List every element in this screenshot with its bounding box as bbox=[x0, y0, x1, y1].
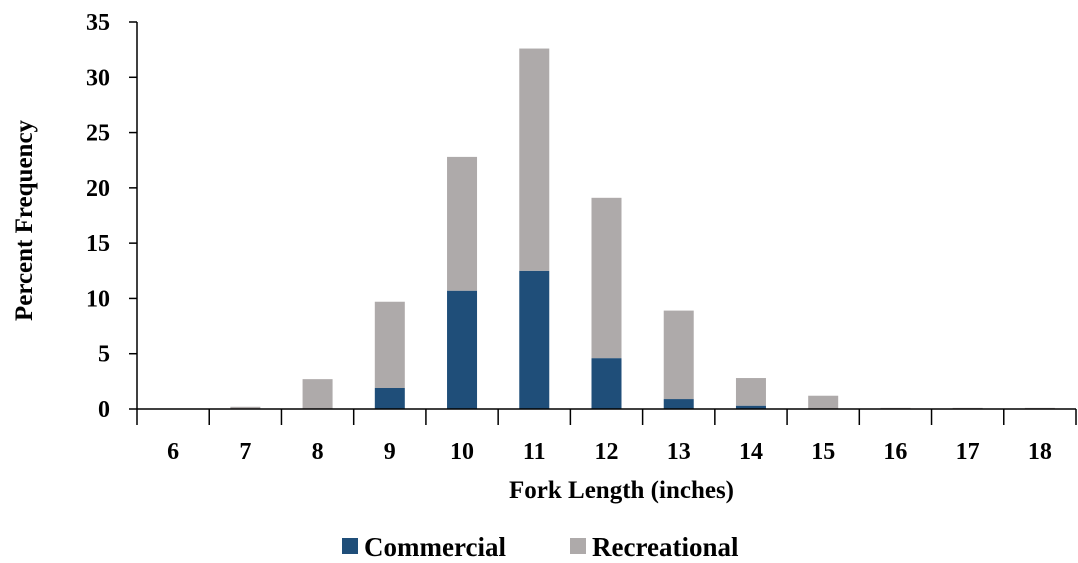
legend-label-recreational: Recreational bbox=[592, 532, 739, 562]
x-tick-label: 6 bbox=[167, 439, 179, 465]
y-tick-label: 35 bbox=[86, 10, 110, 36]
x-tick-label: 12 bbox=[595, 439, 619, 465]
x-axis-ticks: 6 7 8 9 10 11 12 13 14 15 16 17 18 bbox=[136, 409, 1077, 465]
x-tick-label: 18 bbox=[1028, 439, 1052, 465]
x-axis-title: Fork Length (inches) bbox=[509, 477, 734, 504]
bar-commercial-9 bbox=[374, 387, 405, 409]
x-tick-label: 14 bbox=[739, 439, 763, 465]
bar-recreational-13 bbox=[663, 310, 694, 400]
x-tick-label: 10 bbox=[450, 439, 474, 465]
legend: Commercial Recreational bbox=[342, 532, 739, 562]
legend-swatch-recreational bbox=[570, 538, 586, 554]
x-tick-label: 9 bbox=[384, 439, 396, 465]
bar-recreational-15 bbox=[808, 395, 839, 409]
x-tick-label: 15 bbox=[811, 439, 835, 465]
y-tick-label: 20 bbox=[86, 176, 110, 202]
x-tick-label: 13 bbox=[667, 439, 691, 465]
legend-swatch-commercial bbox=[342, 538, 358, 554]
x-tick-label: 16 bbox=[883, 439, 907, 465]
x-tick-label: 7 bbox=[239, 439, 251, 465]
bar-recreational-9 bbox=[374, 301, 405, 388]
bar-commercial-11 bbox=[519, 270, 550, 409]
bar-recreational-14 bbox=[735, 378, 766, 406]
y-axis-title: Percent Frequency bbox=[11, 119, 38, 321]
y-tick-label: 5 bbox=[98, 342, 110, 368]
legend-label-commercial: Commercial bbox=[364, 532, 506, 562]
x-tick-label: 8 bbox=[312, 439, 324, 465]
bar-recreational-10 bbox=[447, 156, 478, 291]
y-tick-label: 15 bbox=[86, 231, 110, 257]
bar-recreational-11 bbox=[519, 48, 550, 271]
x-tick-label: 11 bbox=[523, 439, 546, 465]
bar-recreational-8 bbox=[302, 379, 333, 409]
bar-recreational-7 bbox=[230, 406, 261, 409]
y-tick-label: 0 bbox=[98, 397, 110, 423]
y-tick-label: 25 bbox=[86, 121, 110, 147]
axes bbox=[136, 22, 1076, 410]
y-tick-label: 30 bbox=[86, 65, 110, 91]
x-tick-label: 17 bbox=[956, 439, 980, 465]
y-axis-ticks: 0 5 10 15 20 25 30 35 bbox=[86, 10, 137, 423]
bar-commercial-14 bbox=[735, 405, 766, 409]
bar-commercial-13 bbox=[663, 399, 694, 409]
y-tick-label: 10 bbox=[86, 286, 110, 312]
bar-commercial-12 bbox=[591, 358, 622, 409]
bars-layer bbox=[230, 48, 1055, 409]
bar-commercial-10 bbox=[447, 290, 478, 409]
bar-recreational-12 bbox=[591, 197, 622, 359]
